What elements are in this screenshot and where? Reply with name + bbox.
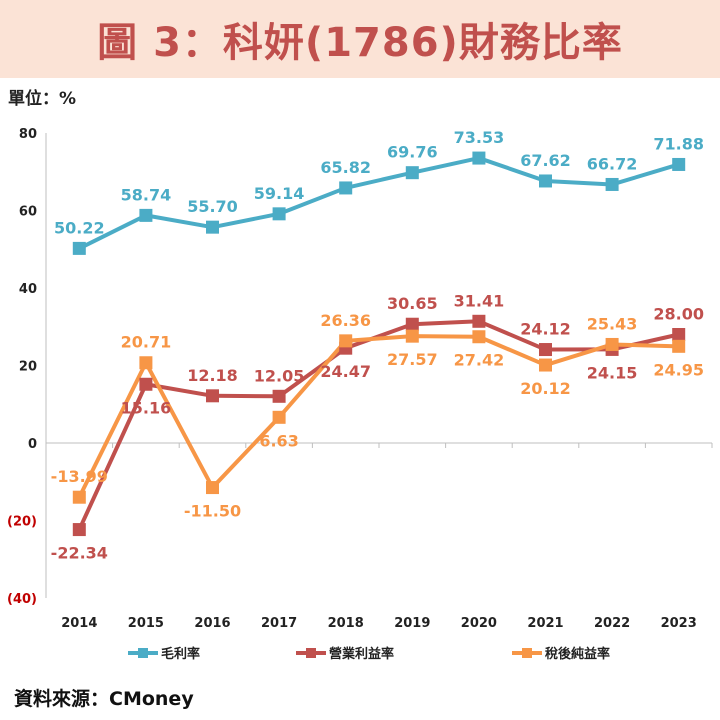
x-tick-label: 2022 <box>594 616 630 631</box>
data-point-marker <box>206 481 219 495</box>
data-label: -13.99 <box>51 467 108 486</box>
data-label: 25.43 <box>587 314 638 333</box>
y-tick-label: 80 <box>19 127 37 142</box>
y-tick-label: 40 <box>19 282 37 297</box>
legend-swatch-marker <box>306 648 316 658</box>
title-banner: 圖 3：科妍(1786)財務比率 <box>0 0 720 78</box>
chart-title: 圖 3：科妍(1786)財務比率 <box>97 20 623 66</box>
data-point-marker <box>272 389 286 403</box>
data-label: 50.22 <box>54 218 105 237</box>
source-label: 資料來源：CMoney <box>14 688 194 710</box>
data-label: 20.12 <box>520 379 571 398</box>
data-point-marker <box>539 358 552 372</box>
data-label: 12.18 <box>187 366 238 385</box>
data-label: 24.95 <box>653 360 704 379</box>
data-label: 12.05 <box>254 366 305 385</box>
unit-label: 單位：% <box>8 89 77 109</box>
data-point-marker <box>139 208 153 222</box>
data-label: 24.12 <box>520 320 571 339</box>
data-point-marker <box>139 356 153 370</box>
data-point-marker <box>672 339 686 353</box>
data-point-marker <box>672 328 686 341</box>
data-point-marker <box>472 151 486 165</box>
x-tick-label: 2021 <box>527 616 563 631</box>
data-label: 26.36 <box>320 311 371 330</box>
series-line-2 <box>77 334 679 499</box>
data-label: 55.70 <box>187 197 238 216</box>
data-point-marker <box>405 317 419 331</box>
x-tick-label: 2019 <box>394 616 430 631</box>
series-line-1 <box>77 319 680 531</box>
data-label: 27.42 <box>454 351 505 370</box>
legend-swatch-marker <box>522 648 532 658</box>
x-tick-label: 2023 <box>661 616 697 631</box>
data-point-marker <box>272 207 286 221</box>
x-tick-label: 2017 <box>261 616 297 631</box>
data-point-marker <box>72 523 86 537</box>
data-label: 20.71 <box>121 333 172 352</box>
data-label: 58.74 <box>121 185 172 204</box>
data-point-marker <box>472 314 486 328</box>
legend-label: 毛利率 <box>161 646 200 662</box>
data-point-marker <box>139 377 153 391</box>
y-tick-label: 60 <box>19 205 37 220</box>
data-label: 24.47 <box>320 362 371 381</box>
x-tick-label: 2015 <box>128 616 164 631</box>
legend-label: 稅後純益率 <box>545 646 610 662</box>
x-tick-label: 2018 <box>328 616 364 631</box>
data-label: 28.00 <box>653 305 704 324</box>
data-label: 15.16 <box>121 398 172 417</box>
data-point-marker <box>539 174 552 188</box>
data-point-marker <box>206 220 219 234</box>
x-tick-label: 2014 <box>61 616 97 631</box>
y-tick-label: (20) <box>7 515 37 530</box>
y-tick-label: 20 <box>19 360 37 375</box>
y-tick-label: 0 <box>28 437 37 452</box>
data-label: 67.62 <box>520 151 571 170</box>
data-label: 27.57 <box>387 350 438 369</box>
data-label: 31.41 <box>454 291 505 310</box>
data-label: 65.82 <box>320 158 371 177</box>
data-point-marker <box>272 410 286 424</box>
data-point-marker <box>72 241 86 255</box>
data-label: 59.14 <box>254 184 305 203</box>
data-label: 6.63 <box>259 431 298 450</box>
data-point-marker <box>672 157 686 171</box>
data-label: -22.34 <box>51 544 108 563</box>
data-point-marker <box>605 337 619 351</box>
data-point-marker <box>539 343 552 357</box>
data-point-marker <box>405 166 419 180</box>
legend-label: 營業利益率 <box>329 646 394 662</box>
data-label: -11.50 <box>184 502 241 521</box>
data-point-marker <box>339 334 353 348</box>
data-label: 73.53 <box>454 128 505 147</box>
data-point-marker <box>472 330 486 344</box>
series-line-0 <box>78 156 680 251</box>
data-label: 71.88 <box>653 134 704 153</box>
x-tick-label: 2020 <box>461 616 497 631</box>
data-point-marker <box>339 181 353 195</box>
data-label: 66.72 <box>587 154 638 173</box>
data-point-marker <box>605 177 619 191</box>
data-point-marker <box>72 490 86 504</box>
y-tick-label: (40) <box>7 592 37 607</box>
data-label: 30.65 <box>387 294 438 313</box>
line-chart: 80 60 40 20 0 (20) (40) 2014 2015 2016 2017 2018 201… <box>7 127 713 662</box>
legend-swatch-marker <box>138 648 148 658</box>
x-tick-label: 2016 <box>194 616 230 631</box>
data-label: 24.15 <box>587 363 638 382</box>
data-label: 69.76 <box>387 143 438 162</box>
data-point-marker <box>206 389 219 403</box>
data-point-marker <box>405 329 419 343</box>
